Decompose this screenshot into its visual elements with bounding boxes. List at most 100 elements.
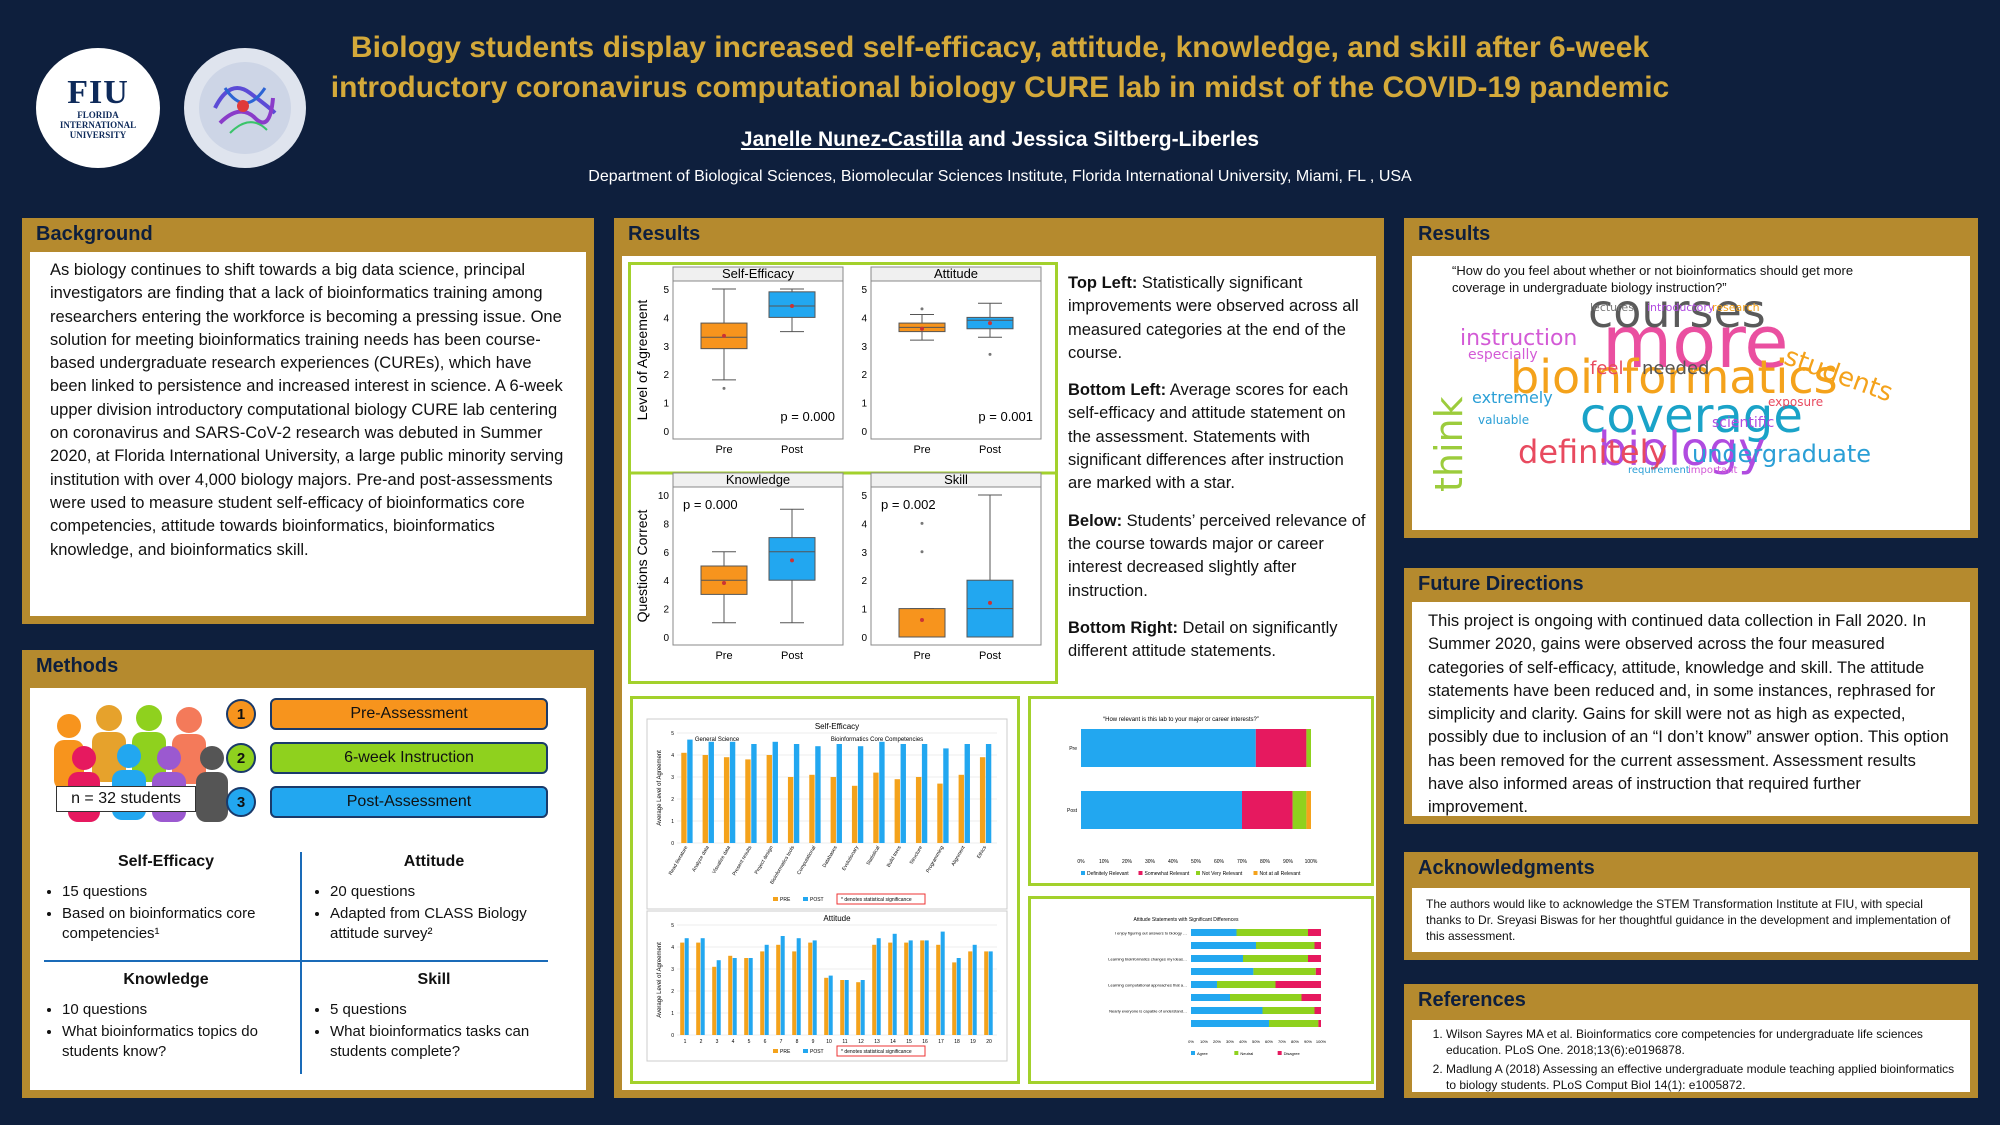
segment-neutral bbox=[1262, 1007, 1315, 1014]
ack-heading: Acknowledgments bbox=[1418, 857, 1595, 879]
refs-panel: References Wilson Sayres MA et al. Bioin… bbox=[1404, 984, 1978, 1098]
x-tick-label: 20% bbox=[1213, 1039, 1221, 1044]
p-value: p = 0.000 bbox=[683, 497, 738, 512]
legend-label: Disagree bbox=[1284, 1051, 1301, 1056]
bar-post bbox=[924, 940, 929, 1035]
word-cloud-word: undergraduate bbox=[1692, 440, 1872, 468]
bar-post bbox=[700, 938, 705, 1035]
x-tick-label: 50% bbox=[1252, 1039, 1260, 1044]
bar-pre bbox=[979, 757, 986, 843]
bar-pre bbox=[915, 777, 922, 843]
y-tick-label: 4 bbox=[861, 313, 867, 324]
background-heading: Background bbox=[36, 223, 153, 245]
segment-agree bbox=[1191, 1020, 1269, 1027]
word-cloud-word: valuable bbox=[1478, 413, 1530, 427]
word-cloud-word: lectures bbox=[1590, 301, 1634, 314]
step-number-2: 2 bbox=[226, 743, 256, 773]
boxplot-skill: Skill 0 1 2 3 4 5 Pre Post p = 0.002 bbox=[861, 472, 1042, 662]
y-axis-label: Level of Agreement bbox=[634, 300, 650, 421]
y-tick-label: 2 bbox=[663, 370, 669, 381]
y-tick-label: 10 bbox=[658, 491, 670, 502]
y-tick-label: 2 bbox=[671, 797, 674, 803]
x-tick-label: Post bbox=[979, 444, 1001, 456]
segment-not-at-all-relevant bbox=[1306, 791, 1311, 829]
category-list: 15 questionsBased on bioinformatics core… bbox=[44, 882, 288, 944]
x-tick-label: 10% bbox=[1099, 859, 1110, 865]
bar-pre bbox=[712, 966, 717, 1035]
refs-body: Wilson Sayres MA et al. Bioinformatics c… bbox=[1412, 1020, 1970, 1092]
x-tick-label: 18 bbox=[954, 1039, 960, 1045]
paragraph-lead: Top Left: bbox=[1068, 274, 1138, 292]
bar-post bbox=[956, 958, 961, 1035]
x-tick-label: 10% bbox=[1200, 1039, 1208, 1044]
x-tick-label: 80% bbox=[1291, 1039, 1299, 1044]
step-number-1: 1 bbox=[226, 699, 256, 729]
bar-post bbox=[793, 744, 800, 843]
word-cloud-word: extremely bbox=[1472, 388, 1553, 407]
author-join: and Jessica Siltberg-Liberles bbox=[962, 128, 1260, 151]
x-tick-label: 20 bbox=[986, 1039, 992, 1045]
x-tick-label: 80% bbox=[1260, 859, 1271, 865]
background-text: As biology continues to shift towards a … bbox=[30, 252, 586, 616]
y-tick-label: 5 bbox=[671, 731, 674, 737]
y-tick-label: 0 bbox=[663, 633, 669, 644]
legend-label: Agree bbox=[1197, 1051, 1208, 1056]
word-cloud-word: more bbox=[1602, 300, 1789, 384]
bar-post bbox=[729, 741, 736, 843]
step-2: 6-week Instruction bbox=[270, 742, 548, 774]
word-cloud-word: needed bbox=[1642, 358, 1710, 379]
word-cloud-word: instruction bbox=[1460, 326, 1578, 351]
word-cloud-word: introductory bbox=[1647, 301, 1715, 314]
x-tick-label: 11 bbox=[842, 1039, 847, 1045]
refs-heading: References bbox=[1418, 989, 1526, 1011]
results-paragraph: Top Left: Statistically significant impr… bbox=[1068, 272, 1368, 365]
bar-pre bbox=[745, 759, 751, 843]
category-title: Attitude bbox=[403, 853, 465, 870]
word-cloud-word: courses bbox=[1588, 284, 1766, 338]
results-paragraph: Below: Students’ perceived relevance of … bbox=[1068, 510, 1368, 603]
boxplot-knowledge: Knowledge 0 2 4 6 8 10 Pre Post p = 0.000 Question… bbox=[634, 472, 844, 662]
x-tick-label: 3 bbox=[716, 1039, 719, 1045]
mean-marker bbox=[722, 581, 726, 586]
segment-neutral bbox=[1253, 968, 1316, 975]
bar-post bbox=[815, 746, 821, 843]
bar-post bbox=[764, 944, 769, 1035]
bar-post bbox=[716, 960, 721, 1035]
p-value: p = 0.001 bbox=[978, 409, 1033, 424]
boxplot-figure: Self-Efficacy 0 1 2 3 4 5 Pre Post p = 0.000 Level… bbox=[631, 266, 1055, 662]
mean-marker bbox=[790, 558, 794, 563]
poster-title: Biology students display increased self-… bbox=[300, 28, 1700, 108]
y-tick-label: 2 bbox=[861, 576, 867, 587]
segment-disagree bbox=[1318, 1020, 1321, 1027]
segment-not-very-relevant bbox=[1306, 729, 1311, 767]
mean-marker bbox=[722, 333, 726, 338]
word-cloud-word: bioinformatics bbox=[1510, 350, 1838, 404]
y-tick-label: 5 bbox=[861, 491, 867, 502]
y-tick-label: 1 bbox=[663, 399, 669, 410]
bar-pre bbox=[888, 942, 893, 1035]
segment-disagree bbox=[1301, 994, 1321, 1001]
p-value: p = 0.002 bbox=[881, 497, 936, 512]
x-tick-label: 7 bbox=[780, 1039, 783, 1045]
chart-title: Attitude Statements with Significant Dif… bbox=[1134, 917, 1239, 923]
results-paragraph: Bottom Right: Detail on significantly di… bbox=[1068, 617, 1368, 664]
bar-post bbox=[892, 933, 897, 1035]
y-axis-label: Average Level of Agreement bbox=[657, 750, 663, 826]
x-tick-label: 10 bbox=[826, 1039, 832, 1045]
y-tick-label: 5 bbox=[671, 923, 674, 929]
bar-pre bbox=[894, 779, 900, 843]
x-tick-label: 90% bbox=[1283, 859, 1294, 865]
x-tick-label: 60% bbox=[1214, 859, 1225, 865]
x-tick-label: 0% bbox=[1077, 859, 1085, 865]
category-title: Knowledge bbox=[123, 971, 209, 988]
bar-post bbox=[988, 951, 993, 1035]
y-tick-label: 3 bbox=[861, 342, 867, 353]
bar-pre bbox=[702, 755, 708, 843]
category-item: Adapted from CLASS Biology attitude surv… bbox=[330, 904, 556, 944]
quad-divider-h bbox=[44, 960, 548, 962]
x-tick-label: Pre bbox=[715, 444, 732, 456]
step-number-3: 3 bbox=[226, 787, 256, 817]
category-label: Learning computational approaches that a… bbox=[1108, 983, 1187, 988]
y-tick-label: 2 bbox=[663, 605, 669, 616]
group-label: Bioinformatics Core Competencies bbox=[831, 737, 923, 743]
